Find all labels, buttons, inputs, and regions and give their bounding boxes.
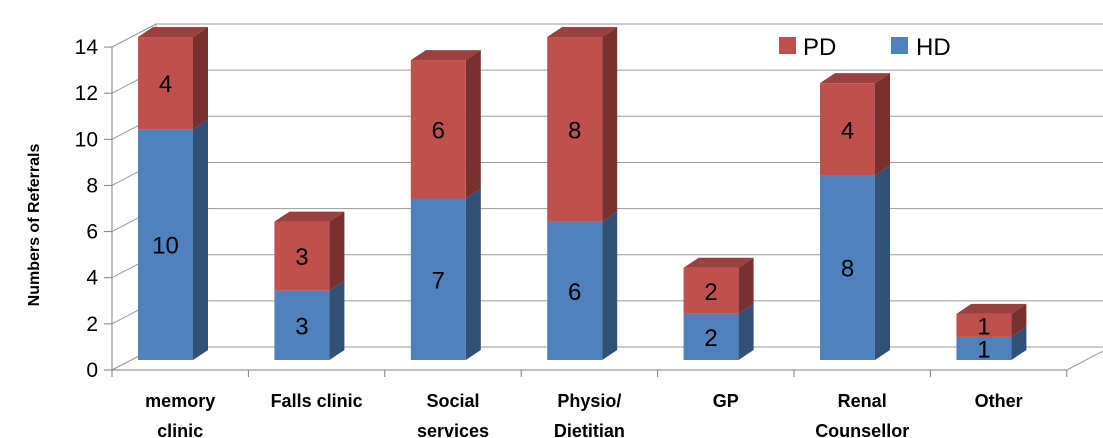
bar-pd-1	[274, 221, 330, 291]
bar-pd-2	[410, 60, 466, 199]
bar-hd-1	[274, 290, 330, 360]
bar-hd-0	[138, 129, 193, 360]
data-label-pd-0: 4	[159, 71, 172, 98]
y-tick-label-12: 12	[75, 82, 98, 105]
data-label-pd-2: 6	[432, 117, 445, 144]
gridline-14	[111, 23, 1103, 48]
bar-side-hd-4	[738, 303, 754, 360]
data-label-pd-5: 4	[841, 117, 854, 144]
bar-side-pd-4	[738, 257, 754, 314]
bar-side-pd-0	[193, 27, 208, 130]
bar-top-pd-4	[683, 257, 754, 268]
data-label-hd-0: 10	[152, 233, 179, 260]
bar-top-pd-3	[547, 27, 618, 38]
category-label-1: Falls clinic	[271, 391, 363, 411]
data-label-hd-4: 2	[704, 325, 717, 352]
category-label-2: Social services	[417, 391, 489, 438]
legend-label-pd: PD	[803, 34, 836, 61]
bar-side-pd-5	[875, 73, 890, 176]
legend-label-hd: HD	[916, 34, 951, 61]
category-label-0: memory clinic	[145, 391, 215, 438]
bar-top-pd-1	[274, 211, 345, 222]
bar-pd-5	[820, 83, 875, 176]
data-label-pd-1: 3	[295, 244, 308, 271]
data-label-pd-3: 8	[568, 117, 581, 144]
bar-side-pd-1	[329, 211, 345, 291]
bar-side-pd-3	[602, 27, 618, 222]
bar-top-pd-5	[820, 73, 890, 84]
bar-top-pd-2	[410, 50, 481, 61]
bar-side-hd-6	[1011, 326, 1027, 360]
legend-swatch-hd	[891, 37, 908, 54]
bar-pd-3	[547, 37, 603, 222]
category-label-5: Renal Counsellor	[815, 391, 909, 438]
data-label-hd-2: 7	[432, 267, 445, 294]
y-axis-title: Numbers of Referrals	[26, 144, 43, 307]
category-label-3: Physio/Dietitian	[554, 391, 625, 438]
bars	[138, 27, 1027, 360]
bar-side-hd-1	[329, 280, 345, 360]
floor-right-edge	[1066, 350, 1103, 371]
bar-top-pd-6	[956, 303, 1027, 314]
bar-side-hd-2	[465, 188, 481, 360]
y-tick-label-0: 0	[86, 359, 98, 382]
bar-pd-6	[956, 313, 1012, 337]
bar-side-hd-0	[193, 119, 208, 360]
category-label-6: Other	[975, 391, 1023, 411]
bar-hd-4	[683, 313, 739, 360]
category-label-4: GP	[713, 391, 739, 411]
y-tick-label-8: 8	[86, 174, 98, 197]
bar-hd-2	[410, 198, 466, 360]
y-tick-label-6: 6	[86, 221, 98, 244]
data-label-hd-6: 1	[977, 336, 990, 363]
bar-pd-0	[138, 37, 193, 130]
y-tick-label-10: 10	[75, 128, 98, 151]
bar-top-pd-0	[138, 27, 208, 38]
bar-side-hd-3	[602, 211, 618, 360]
data-label-hd-5: 8	[841, 256, 854, 283]
y-tick-label-4: 4	[86, 267, 98, 290]
bar-pd-4	[683, 267, 739, 314]
bar-side-pd-6	[1011, 303, 1027, 337]
data-label-hd-3: 6	[568, 279, 581, 306]
data-label-hd-1: 3	[295, 313, 308, 340]
y-tick-label-14: 14	[75, 36, 99, 59]
bar-hd-3	[547, 221, 603, 360]
legend: PD HD	[779, 34, 951, 61]
bar-side-pd-2	[465, 50, 481, 199]
bar-hd-6	[956, 336, 1012, 360]
bar-hd-5	[820, 175, 875, 360]
data-labels: 10 4 3 3 7 6 6 8 2 2 8 4 11	[152, 71, 990, 363]
data-label-pd-6: 1	[977, 313, 990, 340]
bar-side-hd-5	[875, 165, 890, 360]
legend-swatch-pd	[779, 37, 796, 54]
y-tick-label-2: 2	[86, 313, 98, 336]
data-label-pd-4: 2	[704, 279, 717, 306]
